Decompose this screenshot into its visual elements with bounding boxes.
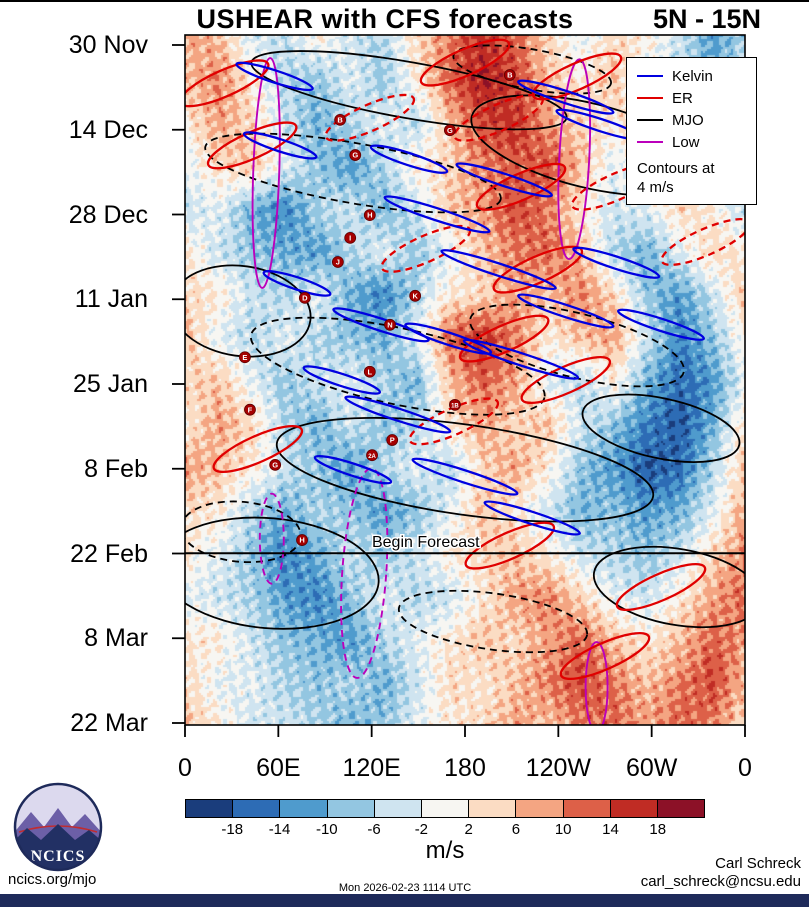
ncics-logo: NCICS — [13, 782, 103, 872]
colorbar — [185, 799, 705, 818]
colorbar-tick-label: -2 — [414, 821, 429, 838]
colorbar-tick-label: -10 — [315, 821, 338, 838]
logo-front-mountains — [15, 824, 101, 870]
legend-entry-label: Kelvin — [672, 67, 713, 85]
contour-note-line1: Contours at — [637, 160, 715, 177]
wave-legend: Kelvin ER MJO Low Contours at 4 m/s — [626, 57, 757, 205]
top-border-line — [0, 0, 809, 2]
author-name: Carl Schreck — [715, 855, 801, 872]
colorbar-tick-label: 10 — [554, 821, 572, 838]
chart-title: USHEAR with CFS forecasts — [196, 4, 574, 34]
colorbar-tick-label: 18 — [649, 821, 667, 838]
colorbar-cell — [563, 800, 611, 817]
y-axis-label: 25 Jan — [72, 370, 148, 398]
colorbar-cell — [469, 800, 517, 817]
colorbar-cell — [610, 800, 658, 817]
colorbar-tick-label: 6 — [511, 821, 521, 838]
website-url: ncics.org/mjo — [8, 871, 97, 888]
colorbar-tick-label: -18 — [221, 821, 244, 838]
contour-interval-note: Contours at 4 m/s — [637, 159, 756, 197]
x-axis-label: 60W — [625, 754, 678, 782]
colorbar-cell — [657, 800, 705, 817]
colorbar-cell — [233, 800, 281, 817]
colorbar-tick-label: 14 — [602, 821, 619, 838]
colorbar-cell — [516, 800, 564, 817]
legend-line-sample — [637, 119, 663, 121]
logo-text: NCICS — [31, 848, 86, 865]
legend-line-sample — [637, 97, 663, 99]
legend-line-sample — [637, 75, 663, 77]
x-axis-label: 120E — [342, 754, 401, 782]
y-axis-label: 14 Dec — [68, 115, 148, 144]
legend-entry-kelvin: Kelvin — [637, 65, 756, 87]
legend-entries: Kelvin ER MJO Low — [637, 65, 756, 153]
y-axis-label: 11 Jan — [74, 285, 148, 314]
legend-entry-low: Low — [637, 131, 756, 153]
colorbar-cell — [374, 800, 422, 817]
legend-entry-label: MJO — [672, 111, 704, 129]
y-axis-label: 22 Feb — [70, 539, 148, 568]
footer-bar — [0, 894, 809, 907]
legend-line-sample — [637, 141, 663, 143]
y-axis-label: 8 Feb — [84, 454, 148, 483]
colorbar-tick-label: -14 — [268, 821, 291, 838]
legend-entry-label: Low — [672, 133, 700, 151]
author-email: carl_schreck@ncsu.edu — [640, 873, 801, 890]
x-axis-label: 60E — [256, 754, 301, 782]
legend-entry-label: ER — [672, 89, 693, 107]
y-axis-label: 8 Mar — [84, 624, 148, 653]
y-axis-label: 28 Dec — [68, 200, 148, 229]
logo-ring — [13, 782, 103, 872]
y-axis-label: 30 Nov — [68, 31, 148, 59]
colorbar-unit-label: m/s — [425, 837, 465, 864]
colorbar-tick-label: 2 — [464, 821, 473, 838]
legend-entry-er: ER — [637, 87, 756, 109]
colorbar-cell — [186, 800, 234, 817]
colorbar-cell — [280, 800, 328, 817]
x-axis-label: 180 — [444, 754, 486, 782]
contour-note-line2: 4 m/s — [637, 179, 674, 196]
x-axis-label: 0 — [178, 754, 192, 782]
y-axis-label: 22 Mar — [70, 709, 148, 737]
x-axis-label: 120W — [525, 754, 591, 782]
colorbar-cell — [421, 800, 470, 817]
legend-entry-mjo: MJO — [637, 109, 756, 131]
x-axis-label: 0 — [738, 754, 752, 782]
colorbar-cell — [327, 800, 375, 817]
latitude-range-label: 5N - 15N — [652, 4, 761, 34]
colorbar-tick-label: -6 — [367, 821, 381, 838]
generation-timestamp: Mon 2026-02-23 1114 UTC — [338, 882, 472, 894]
